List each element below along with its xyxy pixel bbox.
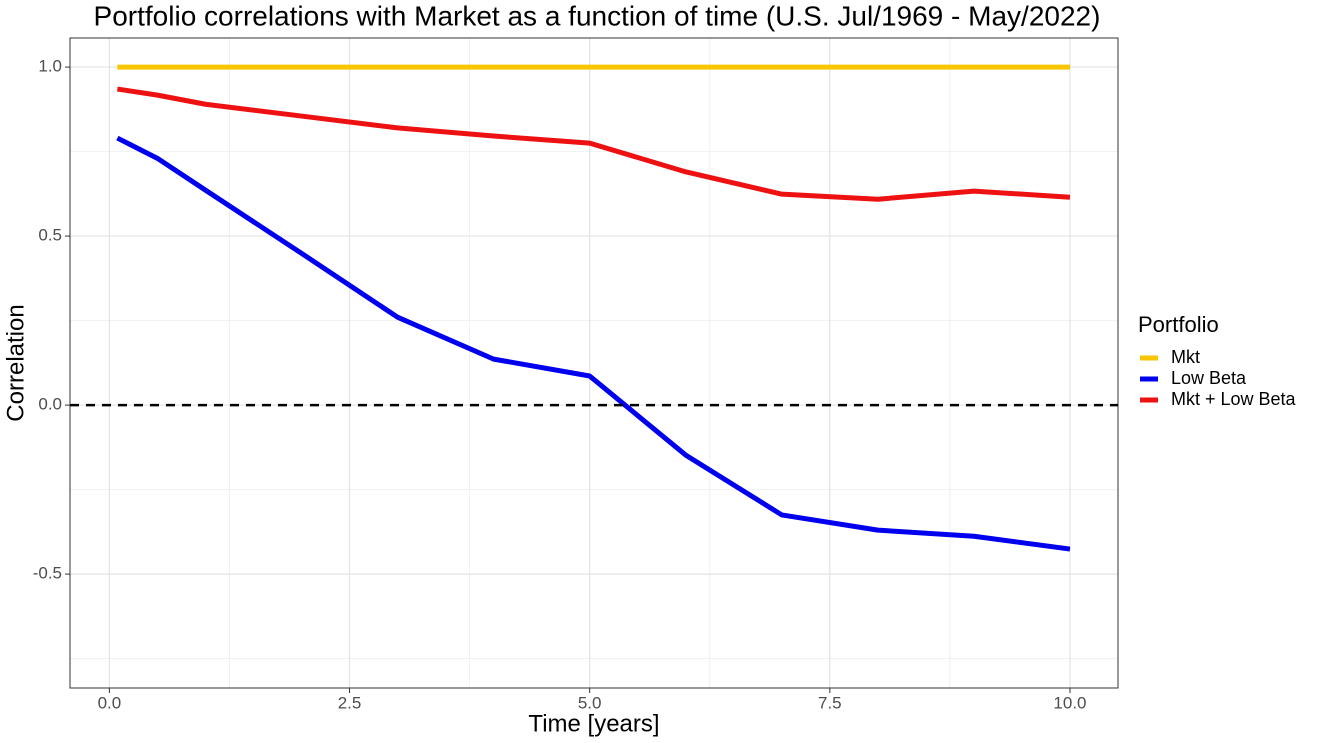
plot-border (69, 37, 1119, 689)
legend-title: Portfolio (1138, 312, 1219, 337)
x-tick-label: 5.0 (578, 693, 602, 712)
x-tick-label: 0.0 (98, 693, 122, 712)
legend-label: Mkt (1171, 347, 1200, 367)
data-line (116, 86, 1071, 202)
x-tick-label: 10.0 (1053, 693, 1086, 712)
x-axis-label: Time [years] (528, 710, 659, 737)
x-tick-label: 7.5 (818, 693, 842, 712)
y-tick-label: 0.5 (38, 226, 62, 245)
legend-label: Low Beta (1171, 368, 1247, 388)
y-tick-label: -0.5 (33, 564, 62, 583)
data-line (116, 135, 1071, 552)
y-axis-label: Correlation (2, 304, 29, 421)
y-tick-label: 1.0 (38, 57, 62, 76)
legend-label: Mkt + Low Beta (1171, 389, 1297, 409)
chart-title: Portfolio correlations with Market as a … (94, 0, 1101, 31)
y-tick-label: 0.0 (38, 395, 62, 414)
x-tick-label: 2.5 (338, 693, 362, 712)
